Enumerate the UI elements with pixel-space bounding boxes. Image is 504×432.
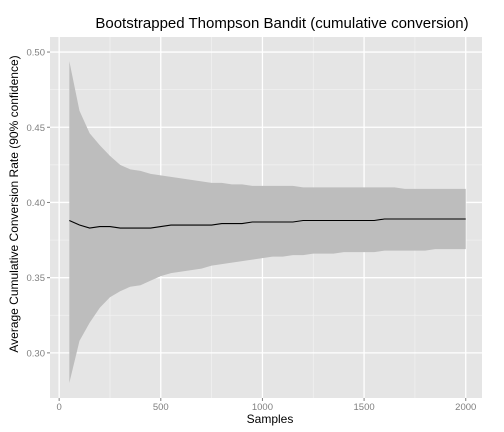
- x-tick-label: 0: [56, 402, 61, 413]
- y-axis: 0.30 0.35 0.40 0.45 0.50: [27, 48, 50, 359]
- mean-line: [69, 218, 466, 229]
- x-tick-label: 1500: [354, 402, 375, 413]
- x-tick-label: 1000: [252, 402, 273, 413]
- y-axis-title: Average Cumulative Conversion Rate (90% …: [7, 55, 21, 352]
- y-tick-label: 0.35: [27, 273, 46, 284]
- y-tick-label: 0.50: [27, 48, 46, 59]
- chart-title: Bootstrapped Thompson Bandit (cumulative…: [95, 15, 468, 32]
- x-axis-title: Samples: [247, 412, 294, 426]
- x-tick-label: 2000: [455, 402, 476, 413]
- x-tick-label: 500: [153, 402, 169, 413]
- y-tick-label: 0.45: [27, 123, 46, 134]
- y-tick-label: 0.30: [27, 348, 46, 359]
- y-tick-label: 0.40: [27, 198, 46, 209]
- x-axis: 0 500 1000 1500 2000: [56, 398, 476, 413]
